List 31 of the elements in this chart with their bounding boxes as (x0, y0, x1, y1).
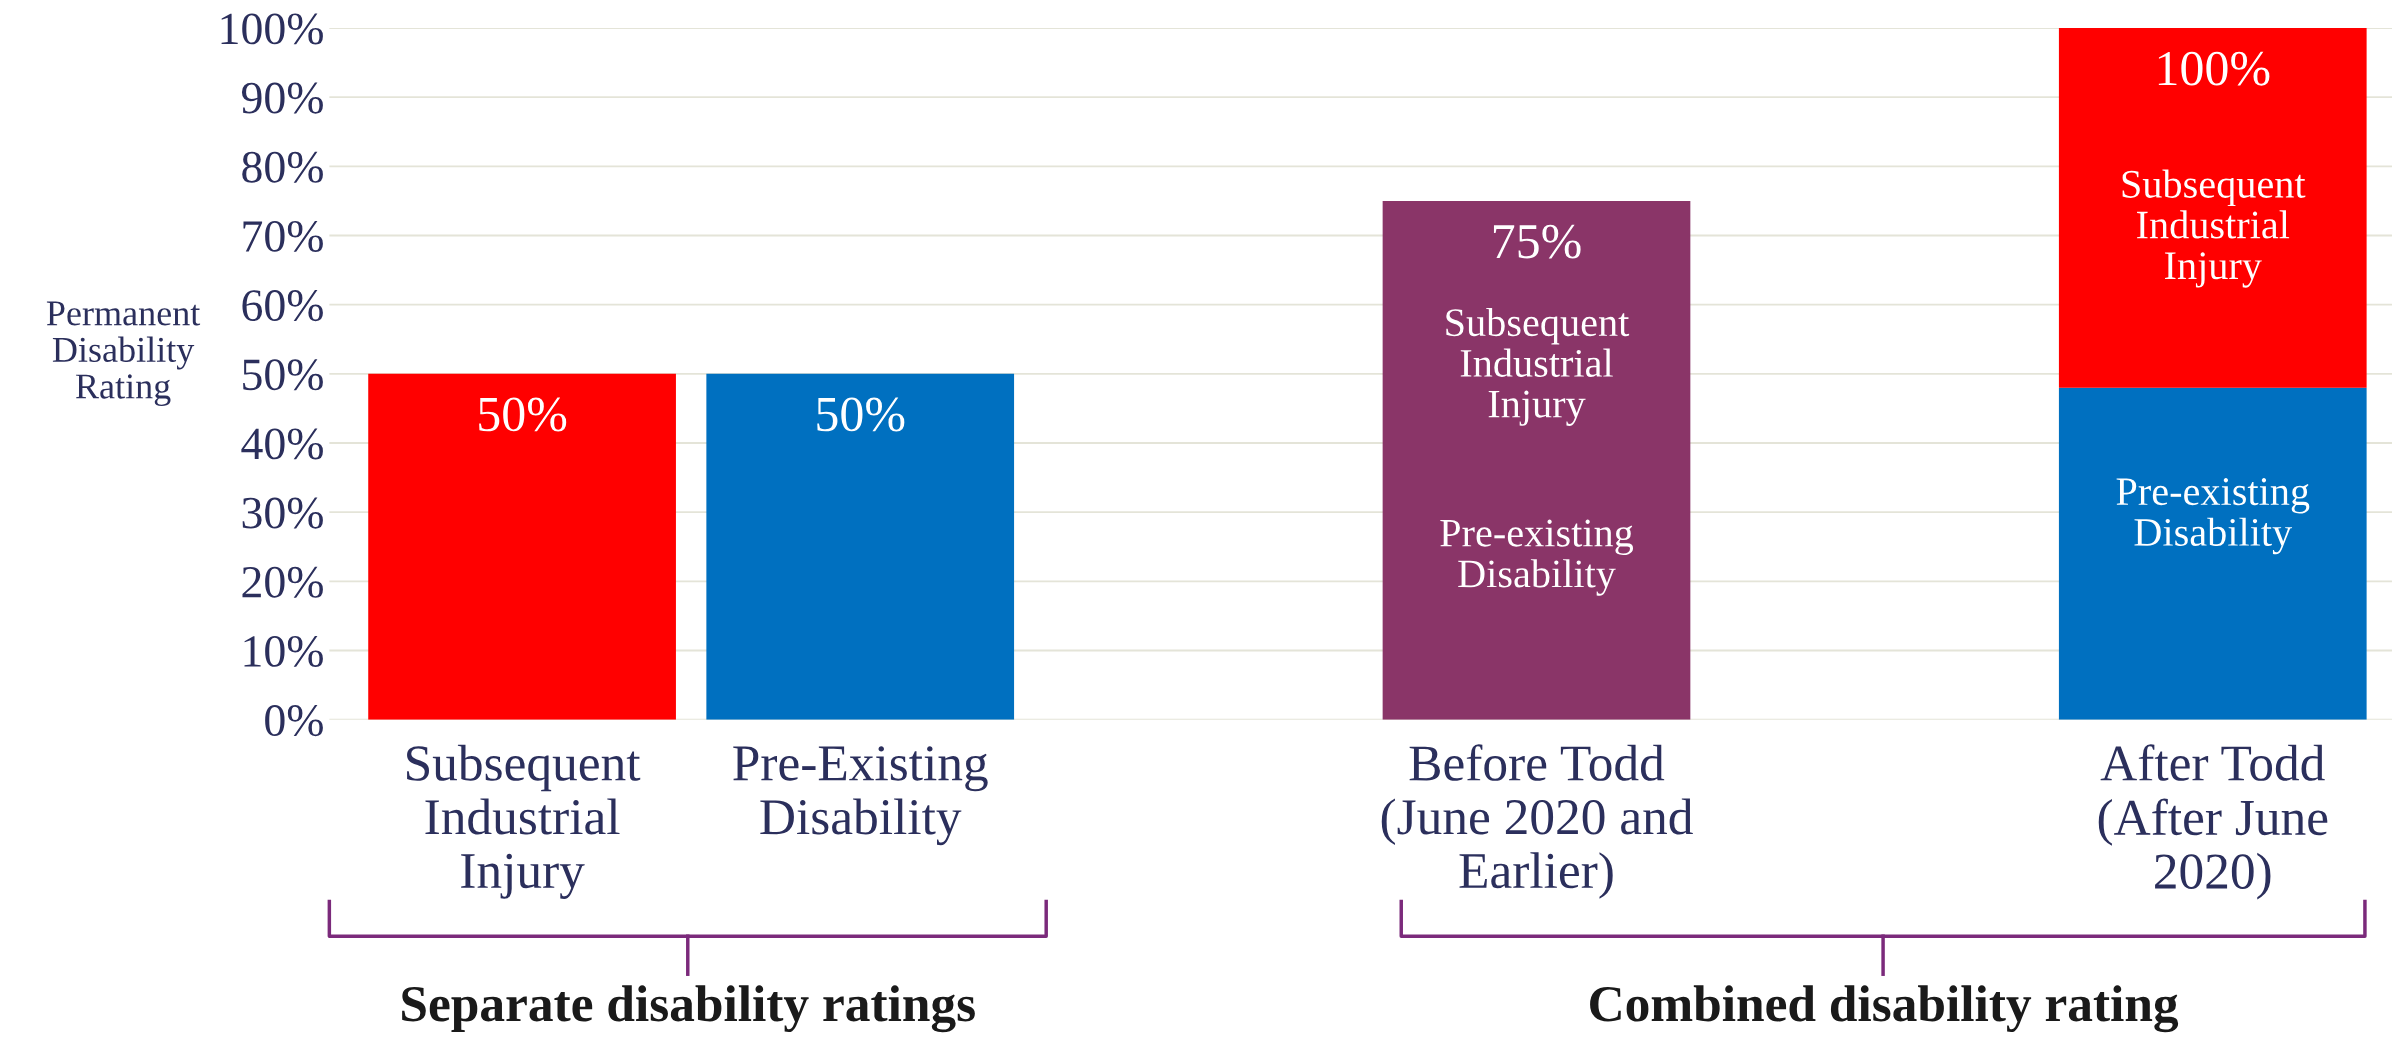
y-tick-label: 70% (243, 220, 323, 253)
total-label: 100% (2158, 51, 2270, 86)
bar (2058, 387, 2367, 720)
text: Separate disability ratings (402, 985, 975, 1033)
x-tick-label: Before Todd (June 2020 and Earlier) (1381, 744, 1693, 899)
y-axis-title: Permanent Disability Rating (46, 301, 201, 407)
y-tick-label: 60% (242, 290, 323, 322)
total-label: 50% (817, 397, 905, 432)
bar (1382, 200, 1691, 720)
y-tick-label: 50% (243, 359, 323, 391)
bar (368, 373, 676, 720)
x-tick-label: After Todd (After June 2020) (2098, 744, 2328, 900)
annotation: Pre-existing Disability (2116, 478, 2310, 555)
y-tick-label: 0% (265, 705, 323, 737)
y-tick-label: 90% (241, 82, 323, 114)
bar (706, 373, 1015, 720)
y-tick-label: 40% (241, 428, 323, 460)
y-tick-label: 20% (242, 566, 323, 598)
total-label: 75% (1493, 224, 1581, 259)
bar (2058, 28, 2367, 388)
y-tick-label: 100% (221, 13, 323, 45)
x-tick-label: Pre-Existing Disability (733, 746, 988, 846)
text: Combined disability rating (1590, 985, 2179, 1033)
y-tick-label: 10% (244, 635, 323, 668)
x-tick-label: Subsequent Industrial Injury (407, 744, 641, 899)
y-tick-label: 80% (242, 151, 323, 183)
y-tick-label: 30% (242, 497, 323, 529)
annotation: Subsequent Industrial Injury (2122, 169, 2306, 288)
annotation: Pre-existing Disability (1440, 519, 1634, 596)
total-label: 50% (479, 397, 567, 432)
annotation: Subsequent Industrial Injury (1446, 307, 1630, 426)
